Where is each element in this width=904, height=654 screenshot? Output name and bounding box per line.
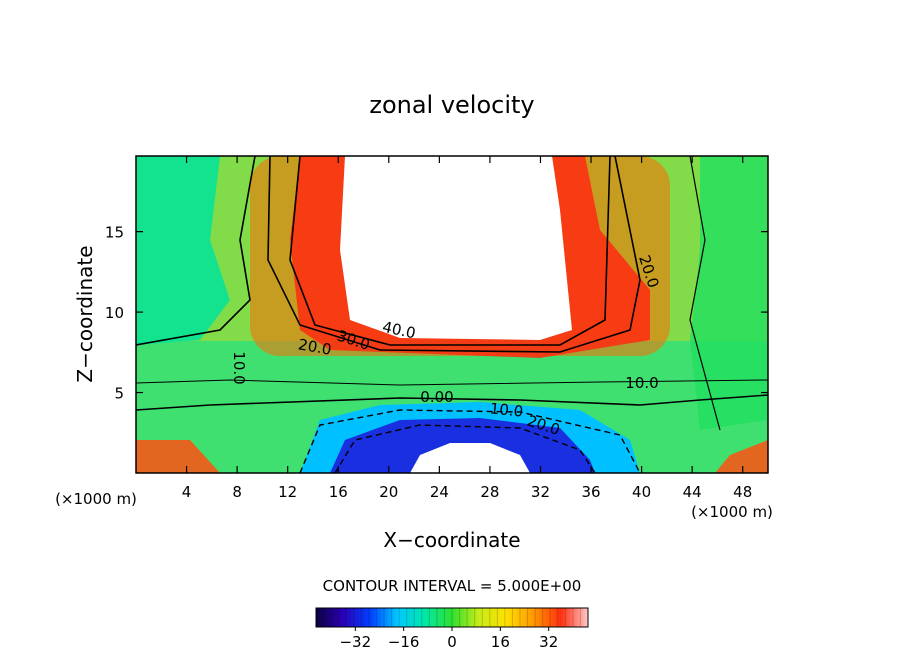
contour-line bbox=[136, 394, 768, 411]
x-tick-label: 24 bbox=[430, 483, 449, 501]
contour-line bbox=[136, 379, 768, 386]
contour-label: 20.0 bbox=[297, 335, 333, 359]
x-axis-left-unit: (×1000 m) bbox=[55, 490, 137, 508]
colorbar-ticks: −32 −16 0 16 32 bbox=[339, 627, 558, 651]
plot-area bbox=[136, 156, 768, 473]
y-tick-label: 15 bbox=[105, 224, 124, 242]
contour-line bbox=[267, 156, 641, 353]
y-axis-ticks: 5 10 15 bbox=[105, 224, 768, 403]
x-tick-label: 8 bbox=[232, 483, 242, 501]
contour-line bbox=[289, 156, 611, 346]
contour-label: 0.00 bbox=[420, 388, 453, 406]
x-tick-label: 48 bbox=[733, 483, 752, 501]
y-axis-label: Z−coordinate bbox=[73, 245, 97, 382]
contour-line bbox=[136, 156, 256, 346]
y-tick-label: 10 bbox=[105, 304, 124, 322]
x-tick-label: 16 bbox=[329, 483, 348, 501]
colorbar-tick-label: 16 bbox=[491, 633, 510, 651]
x-axis-ticks: 4 8 12 16 20 24 28 32 36 40 44 48 bbox=[182, 156, 752, 501]
x-tick-label: 4 bbox=[182, 483, 192, 501]
y-tick-label: 5 bbox=[114, 385, 124, 403]
colorbar-tick-label: 32 bbox=[539, 633, 558, 651]
x-axis-right-unit: (×1000 m) bbox=[691, 503, 773, 521]
x-tick-label: 44 bbox=[683, 483, 702, 501]
chart-title: zonal velocity bbox=[369, 91, 534, 119]
x-tick-label: 20 bbox=[379, 483, 398, 501]
x-tick-label: 28 bbox=[480, 483, 499, 501]
field-corner-lower-right bbox=[715, 440, 768, 473]
field-green-left bbox=[136, 156, 230, 345]
contour-line bbox=[334, 424, 596, 473]
x-tick-label: 32 bbox=[531, 483, 550, 501]
colorbar-tick-label: 0 bbox=[447, 633, 457, 651]
field-missing-region-upper bbox=[340, 156, 572, 340]
contour-line bbox=[689, 156, 721, 431]
x-tick-label: 36 bbox=[581, 483, 600, 501]
colorbar-tick-label: −32 bbox=[339, 633, 371, 651]
contour-label: 10.0 bbox=[489, 399, 524, 420]
contour-line bbox=[299, 409, 641, 473]
contour-label: 10.0 bbox=[230, 351, 248, 384]
field-missing-region-lower bbox=[410, 443, 530, 473]
colorbar-stripes bbox=[323, 608, 581, 627]
field-corner-lower-left bbox=[136, 440, 220, 473]
contour-label: 10.0 bbox=[625, 374, 658, 392]
x-tick-label: 40 bbox=[632, 483, 651, 501]
colorbar-tick-label: −16 bbox=[388, 633, 420, 651]
x-axis-label: X−coordinate bbox=[383, 528, 520, 552]
contour-interval-note: CONTOUR INTERVAL = 5.000E+00 bbox=[323, 577, 582, 595]
plot-frame bbox=[135, 155, 769, 474]
field-green-right bbox=[690, 156, 768, 430]
x-tick-label: 12 bbox=[278, 483, 297, 501]
